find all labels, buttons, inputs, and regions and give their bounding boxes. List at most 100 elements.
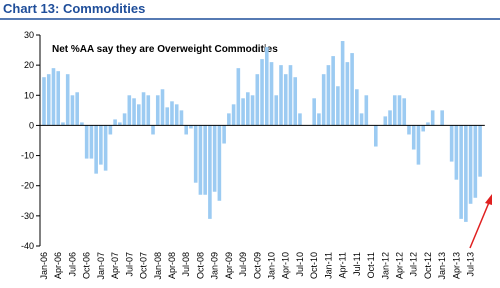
bar: [89, 125, 94, 159]
bar: [336, 86, 340, 126]
x-tick-label: Oct-06: [82, 252, 92, 279]
bar: [217, 125, 222, 201]
y-tick-label: -10: [21, 151, 34, 161]
bar: [231, 104, 236, 126]
x-tick-label: Apr-11: [338, 252, 348, 278]
y-tick-label: -30: [21, 211, 34, 221]
x-tick-label: Oct-10: [309, 252, 319, 279]
bar: [99, 125, 103, 165]
bar: [260, 59, 264, 126]
x-tick-label: Apr-08: [167, 252, 177, 279]
bar: [473, 125, 478, 198]
bar: [340, 41, 345, 126]
bar: [137, 104, 141, 126]
bar: [283, 74, 288, 126]
bar: [317, 113, 321, 126]
bar: [212, 125, 217, 192]
bar: [454, 125, 459, 180]
bar: [84, 125, 89, 159]
chart-title: Chart 13: Commodities: [3, 1, 145, 16]
arrow: [469, 199, 491, 249]
bar: [56, 71, 61, 126]
x-tick-label: Jul-08: [181, 252, 191, 277]
bar: [293, 77, 298, 126]
bar: [80, 122, 84, 126]
bar: [402, 98, 407, 126]
bar: [165, 107, 170, 126]
y-tick-label: 30: [24, 30, 34, 40]
bar: [189, 125, 193, 129]
x-tick-label: Apr-10: [281, 252, 291, 279]
bar: [364, 95, 369, 126]
bar: [397, 95, 402, 126]
x-tick-label: Jan-13: [437, 252, 447, 280]
bar: [426, 122, 430, 126]
bar: [75, 92, 79, 126]
bar: [464, 125, 468, 222]
bar: [222, 125, 226, 144]
arrow-head: [485, 194, 492, 205]
x-tick-label: Oct-12: [423, 252, 433, 279]
bar: [203, 125, 207, 195]
bar: [160, 89, 165, 126]
bar: [321, 74, 326, 126]
x-tick-label: Jul-06: [67, 252, 77, 277]
bar: [383, 116, 388, 126]
bar: [103, 125, 108, 171]
bar: [70, 95, 75, 126]
bar: [51, 68, 56, 126]
bar: [179, 110, 184, 126]
bar: [61, 122, 65, 126]
bar: [449, 125, 454, 162]
bar: [326, 65, 331, 126]
bar: [236, 68, 241, 126]
bar: [392, 95, 397, 126]
bar: [184, 125, 188, 135]
x-tick-label: Oct-09: [252, 252, 262, 279]
x-tick-label: Jan-07: [96, 252, 106, 280]
bar: [250, 95, 255, 126]
x-tick-label: Oct-08: [195, 252, 205, 279]
bar: [118, 122, 122, 126]
bar: [298, 113, 302, 126]
y-tick-label: 20: [24, 60, 34, 70]
x-tick-label: Jan-06: [39, 252, 49, 280]
bar: [122, 113, 127, 126]
bar: [269, 62, 274, 126]
bar: [94, 125, 98, 174]
bar: [430, 110, 435, 126]
x-tick-label: Jul-13: [466, 252, 476, 277]
bar: [407, 125, 411, 135]
x-tick-label: Jul-07: [124, 252, 134, 277]
bar: [359, 113, 364, 126]
x-tick-label: Jul-12: [409, 252, 419, 277]
annotation: Net %AA say they are Overweight Commodit…: [52, 44, 278, 55]
bar: [141, 92, 146, 126]
x-tick-label: Apr-12: [395, 252, 405, 279]
x-tick-label: Oct-11: [366, 252, 376, 278]
bar: [65, 74, 70, 126]
bar: [198, 125, 203, 195]
x-tick-label: Apr-07: [110, 252, 120, 279]
bar: [174, 104, 179, 126]
bar: [274, 95, 279, 126]
x-tick-label: Jul-10: [295, 252, 305, 277]
bar: [331, 56, 335, 126]
x-tick-label: Oct-07: [139, 252, 149, 279]
x-tick-label: Jul-09: [238, 252, 248, 277]
x-tick-label: Jan-08: [153, 252, 163, 280]
x-tick-label: Jul-11: [352, 252, 362, 276]
x-tick-label: Apr-06: [53, 252, 63, 279]
y-tick-label: -40: [21, 241, 34, 251]
bar: [468, 125, 473, 204]
x-tick-label: Jan-11: [323, 252, 333, 279]
bar: [132, 98, 136, 126]
y-tick-label: 0: [29, 120, 34, 130]
bar: [411, 125, 416, 150]
bar: [108, 125, 113, 135]
y-tick-label: 10: [24, 90, 34, 100]
x-tick-label: Jan-12: [380, 252, 390, 280]
bar: [312, 98, 316, 126]
bar: [416, 125, 421, 165]
